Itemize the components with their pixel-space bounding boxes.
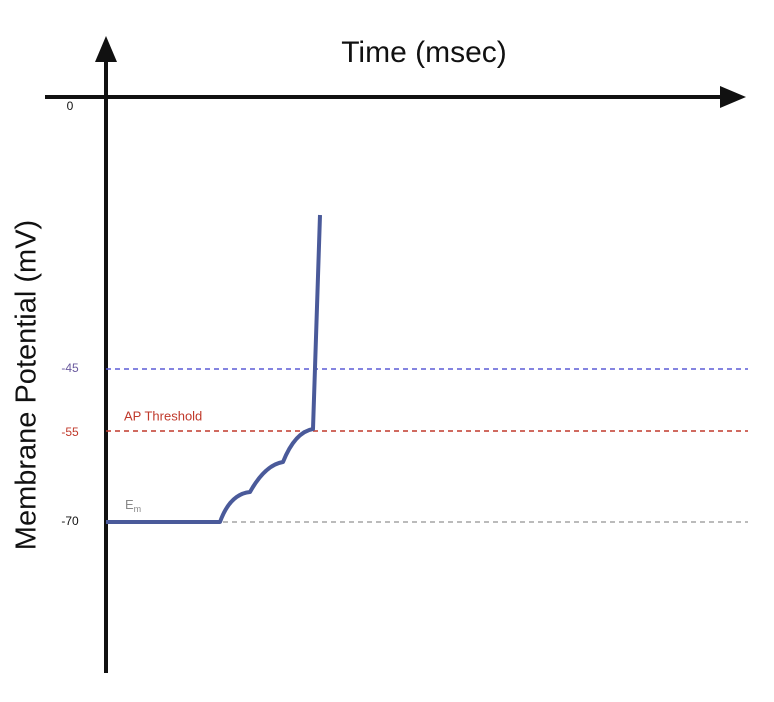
tick-label: -45 (61, 361, 79, 375)
em-sub: m (134, 504, 142, 514)
y-axis-arrow (95, 36, 117, 62)
tick-label: -55 (61, 425, 79, 439)
title: Time (msec) (341, 36, 507, 69)
em-main: E (125, 497, 134, 512)
tick-label: -70 (61, 514, 79, 528)
x-axis-arrow (720, 86, 746, 108)
potential-trace (106, 214, 322, 524)
em-label: Em (125, 497, 141, 514)
y-label: Membrane Potential (mV) (11, 220, 43, 550)
threshold-label: AP Threshold (124, 408, 202, 423)
tick-label: 0 (67, 99, 74, 113)
